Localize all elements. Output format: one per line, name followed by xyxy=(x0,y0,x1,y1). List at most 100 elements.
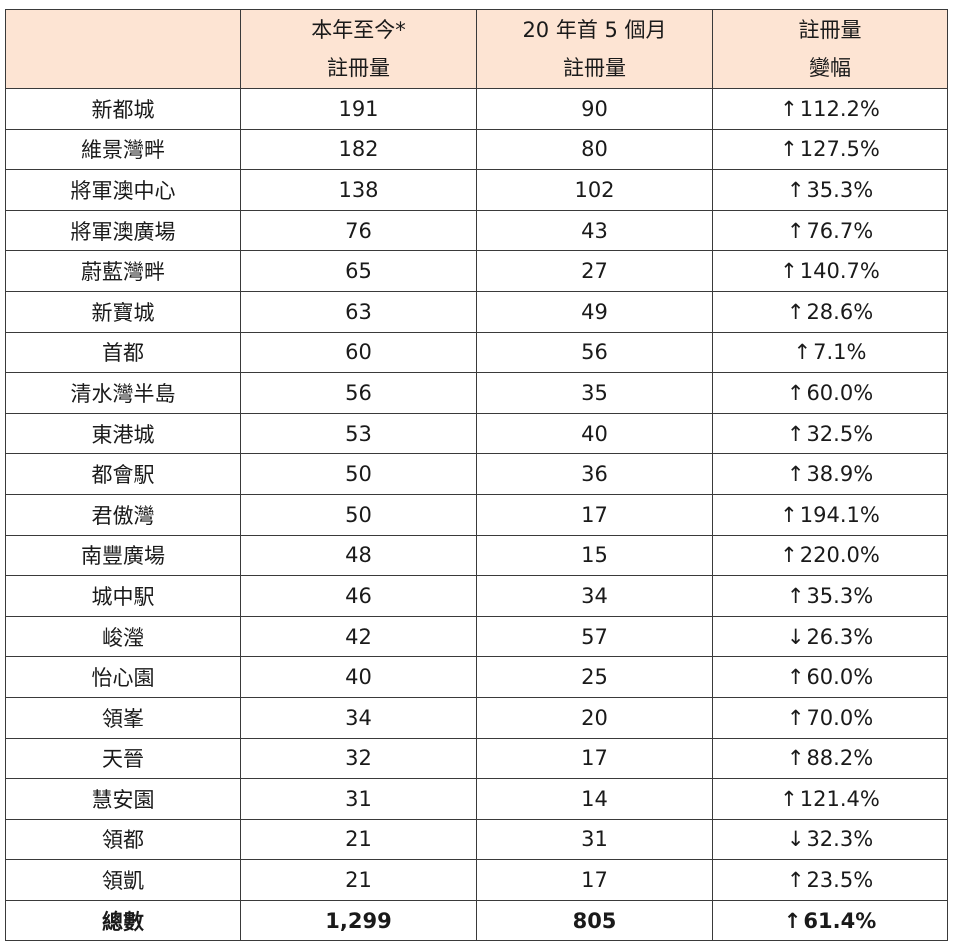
ytd-count-cell: 56 xyxy=(240,372,477,414)
ytd-count-cell: 34 xyxy=(240,696,477,739)
table-row: 怡心園 40 25 ↑60.0% xyxy=(5,656,948,698)
change-value: 127.5% xyxy=(799,137,880,162)
table-row: 領峯 34 20 ↑70.0% xyxy=(5,696,948,739)
header-prev-line2: 註冊量 xyxy=(563,56,626,80)
arrow-up-icon: ↑ xyxy=(780,502,798,527)
arrow-up-icon: ↑ xyxy=(786,177,805,202)
change-value: 7.1% xyxy=(813,340,867,365)
change-cell: ↓32.3% xyxy=(712,818,948,861)
change-cell: ↑70.0% xyxy=(712,696,948,739)
change-value: 38.9% xyxy=(806,462,874,487)
change-value: 32.5% xyxy=(806,421,874,446)
change-value: 76.7% xyxy=(806,218,874,243)
header-prev: 20 年首 5 個月 註冊量 xyxy=(476,9,713,89)
estate-name-cell: 首都 xyxy=(5,331,241,374)
header-prev-line1: 20 年首 5 個月 xyxy=(522,18,667,42)
prev-count-cell: 43 xyxy=(476,209,713,252)
header-change-line2: 變幅 xyxy=(809,56,851,80)
prev-count-cell: 80 xyxy=(476,128,713,171)
arrow-up-icon: ↑ xyxy=(786,746,805,771)
change-value: 26.3% xyxy=(806,624,874,649)
change-value: 140.7% xyxy=(799,259,880,284)
header-estate xyxy=(5,9,241,89)
arrow-up-icon: ↑ xyxy=(786,705,805,730)
prev-count-cell: 14 xyxy=(476,778,713,820)
change-cell: ↓26.3% xyxy=(712,615,948,658)
prev-count-cell: 17 xyxy=(476,493,713,536)
ytd-count-cell: 53 xyxy=(240,412,477,455)
estate-name-cell: 新寶城 xyxy=(5,290,241,333)
ytd-count-cell: 48 xyxy=(240,534,477,577)
change-cell: ↑7.1% xyxy=(712,331,948,374)
change-cell: ↑61.4% xyxy=(712,899,948,942)
change-value: 70.0% xyxy=(806,705,874,730)
ytd-count-cell: 31 xyxy=(240,778,477,820)
table-row: 將軍澳中心 138 102 ↑35.3% xyxy=(5,169,948,211)
header-change-line1: 註冊量 xyxy=(798,18,862,42)
estate-name-cell: 峻瀅 xyxy=(5,615,241,658)
estate-name-cell: 維景灣畔 xyxy=(5,128,241,171)
change-value: 220.0% xyxy=(799,543,880,568)
prev-count-cell: 36 xyxy=(476,453,713,495)
table-row: 慧安園 31 14 ↑121.4% xyxy=(5,778,948,820)
total-row: 總數 1,299 805 ↑61.4% xyxy=(5,899,948,942)
arrow-up-icon: ↑ xyxy=(786,380,805,405)
change-value: 60.0% xyxy=(806,380,874,405)
prev-count-cell: 31 xyxy=(476,818,713,861)
change-cell: ↑112.2% xyxy=(712,88,948,130)
prev-count-cell: 17 xyxy=(476,859,713,901)
change-cell: ↑60.0% xyxy=(712,656,948,698)
estate-name-cell: 蔚藍灣畔 xyxy=(5,250,241,292)
ytd-count-cell: 1,299 xyxy=(240,899,477,942)
table-row: 清水灣半島 56 35 ↑60.0% xyxy=(5,372,948,414)
change-value: 61.4% xyxy=(803,908,877,933)
header-ytd: 本年至今* 註冊量 xyxy=(240,9,477,89)
change-cell: ↑32.5% xyxy=(712,412,948,455)
change-value: 121.4% xyxy=(799,786,880,811)
change-value: 35.3% xyxy=(806,583,874,608)
ytd-count-cell: 32 xyxy=(240,737,477,780)
estate-name-cell: 南豐廣場 xyxy=(5,534,241,577)
ytd-count-cell: 50 xyxy=(240,453,477,495)
prev-count-cell: 57 xyxy=(476,615,713,658)
change-value: 112.2% xyxy=(799,96,880,121)
table-row: 蔚藍灣畔 65 27 ↑140.7% xyxy=(5,250,948,292)
change-value: 23.5% xyxy=(806,868,874,893)
ytd-count-cell: 76 xyxy=(240,209,477,252)
estate-name-cell: 慧安園 xyxy=(5,778,241,820)
arrow-down-icon: ↓ xyxy=(786,827,805,852)
arrow-up-icon: ↑ xyxy=(780,259,798,284)
arrow-up-icon: ↑ xyxy=(786,868,805,893)
ytd-count-cell: 21 xyxy=(240,859,477,901)
change-cell: ↑88.2% xyxy=(712,737,948,780)
arrow-up-icon: ↑ xyxy=(793,340,812,365)
arrow-up-icon: ↑ xyxy=(780,786,798,811)
change-cell: ↑60.0% xyxy=(712,372,948,414)
estate-name-cell: 將軍澳廣場 xyxy=(5,209,241,252)
ytd-count-cell: 182 xyxy=(240,128,477,171)
change-cell: ↑23.5% xyxy=(712,859,948,901)
change-value: 60.0% xyxy=(806,665,874,690)
change-cell: ↑121.4% xyxy=(712,778,948,820)
ytd-count-cell: 21 xyxy=(240,818,477,861)
table-row: 領凱 21 17 ↑23.5% xyxy=(5,859,948,901)
registration-table: 本年至今* 註冊量 20 年首 5 個月 註冊量 註冊量 變幅 新都城 191 90… xyxy=(5,9,948,942)
table-body: 新都城 191 90 ↑112.2% 維景灣畔 182 80 ↑127.5% 將軍澳中心 138 1… xyxy=(5,88,948,942)
change-value: 28.6% xyxy=(806,299,874,324)
estate-name-cell: 清水灣半島 xyxy=(5,372,241,414)
ytd-count-cell: 63 xyxy=(240,290,477,333)
prev-count-cell: 40 xyxy=(476,412,713,455)
estate-name-cell: 領峯 xyxy=(5,696,241,739)
arrow-up-icon: ↑ xyxy=(780,137,798,162)
table-row: 新寶城 63 49 ↑28.6% xyxy=(5,290,948,333)
arrow-up-icon: ↑ xyxy=(786,421,805,446)
change-value: 32.3% xyxy=(806,827,874,852)
table-row: 南豐廣場 48 15 ↑220.0% xyxy=(5,534,948,577)
table-row: 東港城 53 40 ↑32.5% xyxy=(5,412,948,455)
change-cell: ↑194.1% xyxy=(712,493,948,536)
prev-count-cell: 102 xyxy=(476,169,713,211)
estate-name-cell: 城中駅 xyxy=(5,575,241,617)
arrow-up-icon: ↑ xyxy=(786,462,805,487)
prev-count-cell: 17 xyxy=(476,737,713,780)
table-row: 將軍澳廣場 76 43 ↑76.7% xyxy=(5,209,948,252)
